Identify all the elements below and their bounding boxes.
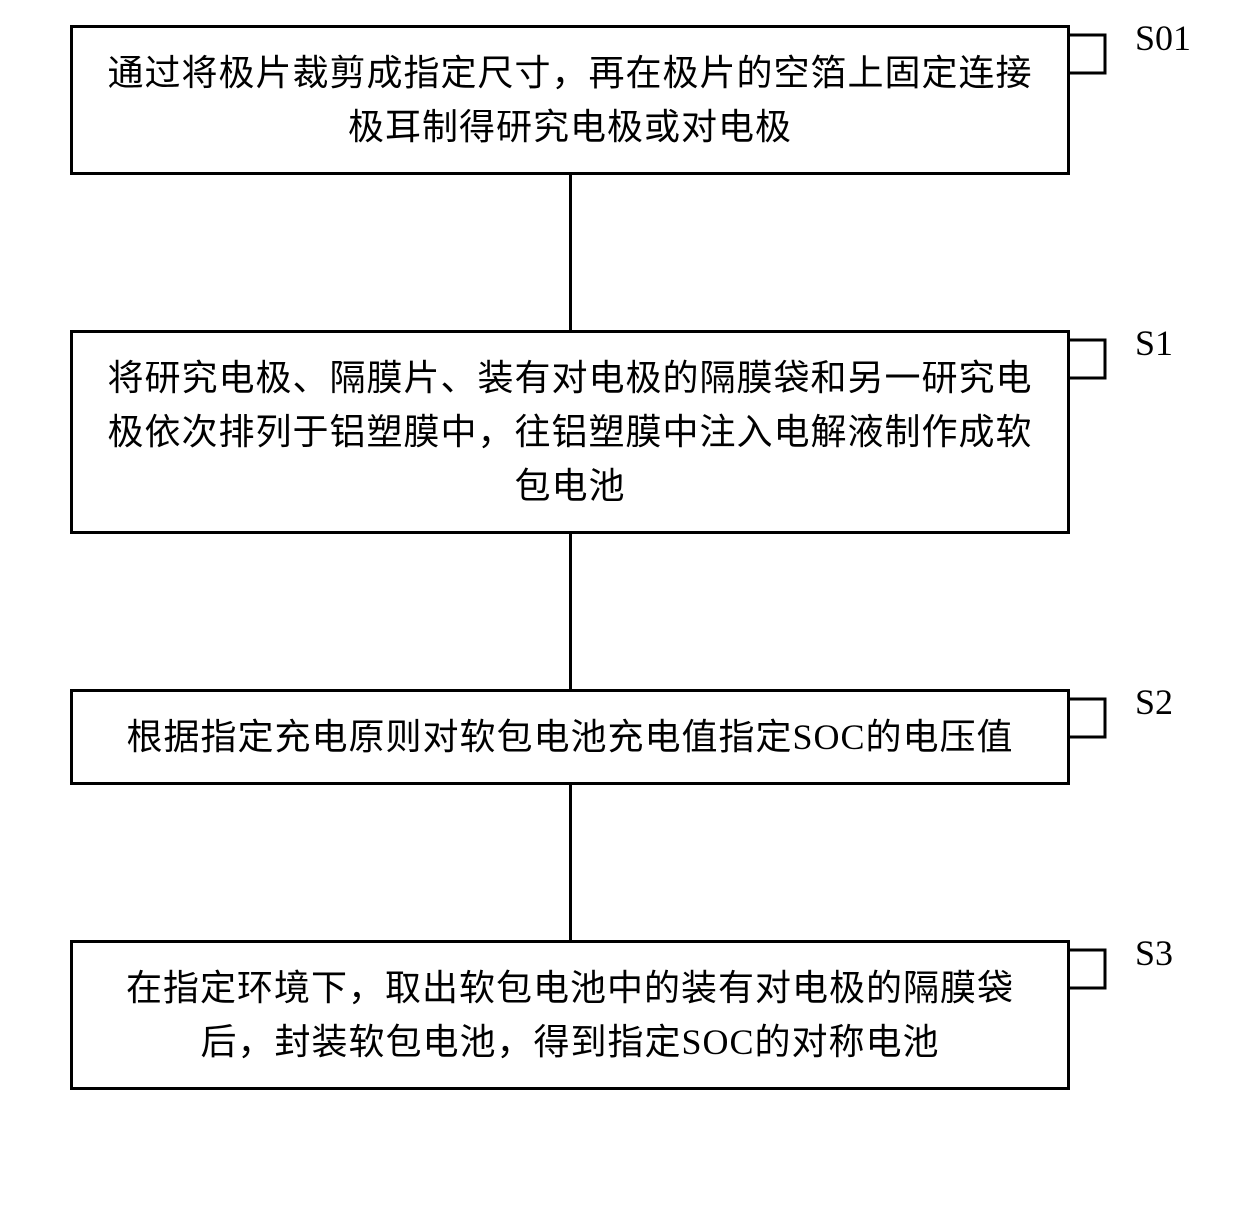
step-s01-label-bracket: S01 — [1070, 25, 1191, 80]
step-s1-label: S1 — [1135, 322, 1173, 364]
connector-1 — [70, 175, 1070, 330]
step-s3-box: 在指定环境下，取出软包电池中的装有对电极的隔膜袋后，封装软包电池，得到指定SOC… — [70, 940, 1070, 1090]
connector-3 — [70, 785, 1070, 940]
step-s2-container: 根据指定充电原则对软包电池充电值指定SOC的电压值 S2 — [70, 689, 1240, 785]
step-s3-text: 在指定环境下，取出软包电池中的装有对电极的隔膜袋后，封装软包电池，得到指定SOC… — [98, 961, 1042, 1069]
bracket-icon — [1070, 689, 1130, 744]
connector-line-1 — [569, 175, 572, 330]
step-s1-label-bracket: S1 — [1070, 330, 1173, 385]
connector-line-2 — [569, 534, 572, 689]
step-s2-box: 根据指定充电原则对软包电池充电值指定SOC的电压值 — [70, 689, 1070, 785]
step-s01-text: 通过将极片裁剪成指定尺寸，再在极片的空箔上固定连接极耳制得研究电极或对电极 — [98, 46, 1042, 154]
bracket-icon — [1070, 330, 1130, 385]
connector-line-3 — [569, 785, 572, 940]
step-s1-text: 将研究电极、隔膜片、装有对电极的隔膜袋和另一研究电极依次排列于铝塑膜中，往铝塑膜… — [98, 351, 1042, 513]
step-s3-label: S3 — [1135, 932, 1173, 974]
bracket-icon — [1070, 25, 1130, 80]
step-s1-box: 将研究电极、隔膜片、装有对电极的隔膜袋和另一研究电极依次排列于铝塑膜中，往铝塑膜… — [70, 330, 1070, 534]
step-s01-label: S01 — [1135, 17, 1191, 59]
step-s1-container: 将研究电极、隔膜片、装有对电极的隔膜袋和另一研究电极依次排列于铝塑膜中，往铝塑膜… — [70, 330, 1240, 534]
bracket-icon — [1070, 940, 1130, 995]
step-s3-container: 在指定环境下，取出软包电池中的装有对电极的隔膜袋后，封装软包电池，得到指定SOC… — [70, 940, 1240, 1090]
step-s2-text: 根据指定充电原则对软包电池充电值指定SOC的电压值 — [98, 710, 1042, 764]
flowchart-container: 通过将极片裁剪成指定尺寸，再在极片的空箔上固定连接极耳制得研究电极或对电极 S0… — [0, 0, 1240, 1206]
step-s2-label-bracket: S2 — [1070, 689, 1173, 744]
step-s01-box: 通过将极片裁剪成指定尺寸，再在极片的空箔上固定连接极耳制得研究电极或对电极 — [70, 25, 1070, 175]
step-s2-label: S2 — [1135, 681, 1173, 723]
step-s3-label-bracket: S3 — [1070, 940, 1173, 995]
step-s01-container: 通过将极片裁剪成指定尺寸，再在极片的空箔上固定连接极耳制得研究电极或对电极 S0… — [70, 25, 1240, 175]
connector-2 — [70, 534, 1070, 689]
